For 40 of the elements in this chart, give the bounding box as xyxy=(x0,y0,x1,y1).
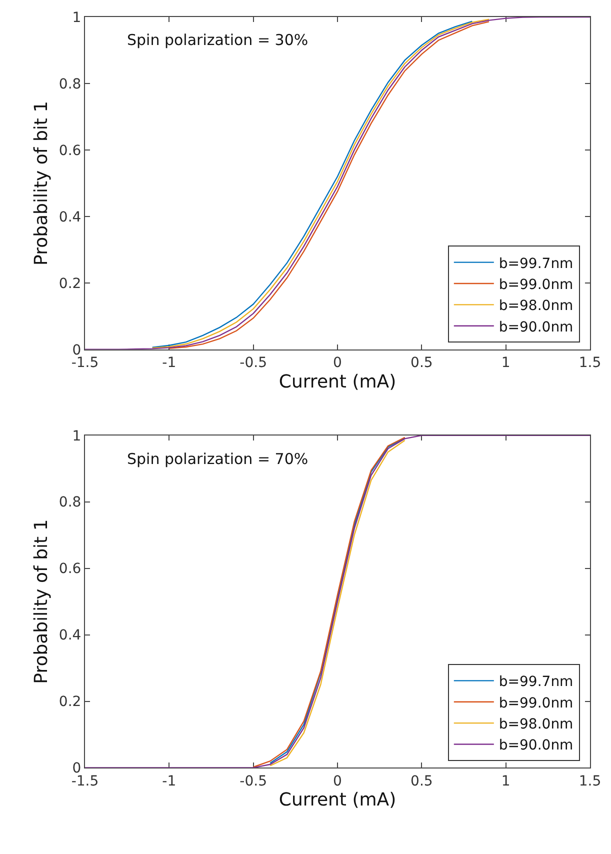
x-tick-label: 1 xyxy=(501,355,510,372)
y-tick-label: 0.8 xyxy=(58,494,82,511)
line-series xyxy=(85,435,590,768)
x-tick-label: 1 xyxy=(501,774,510,790)
y-tick-label: 0.2 xyxy=(58,694,82,710)
legend-label: b=90.0nm xyxy=(498,738,574,754)
x-tick-label: 0.5 xyxy=(410,355,433,372)
annotation: Spin polarization = 70% xyxy=(127,450,308,468)
y-tick-label: 0.4 xyxy=(58,628,82,644)
x-axis-title: Current (mA) xyxy=(278,790,396,811)
y-tick-label: 0.6 xyxy=(58,561,82,578)
x-tick-label: -1.5 xyxy=(71,355,99,372)
line-series xyxy=(85,17,590,350)
legend-label: b=99.0nm xyxy=(498,276,574,293)
annotation: Spin polarization = 30% xyxy=(127,31,308,49)
legend-label: b=99.7nm xyxy=(498,674,574,690)
x-tick-label: -0.5 xyxy=(240,774,267,790)
legend-label: b=90.0nm xyxy=(498,319,574,336)
x-tick-label: 0 xyxy=(333,774,342,790)
y-tick-label: 0.4 xyxy=(58,209,82,226)
x-tick-label: 1.5 xyxy=(578,774,602,790)
y-axis-title: Probability of bit 1 xyxy=(31,100,52,266)
legend-label: b=99.0nm xyxy=(498,695,574,712)
legend-label: b=99.7nm xyxy=(498,256,574,272)
x-tick-label: -1 xyxy=(162,355,176,372)
y-tick-label: 0.2 xyxy=(58,276,82,292)
legend-label: b=98.0nm xyxy=(498,298,574,314)
x-tick-label: -1.5 xyxy=(71,774,99,790)
x-tick-label: -0.5 xyxy=(240,355,267,372)
x-tick-label: 0 xyxy=(333,355,342,372)
x-tick-label: 1.5 xyxy=(578,355,602,372)
x-tick-label: -1 xyxy=(162,774,176,790)
y-tick-label: 1 xyxy=(72,428,82,444)
x-axis-title: Current (mA) xyxy=(278,371,396,392)
y-axis-title: Probability of bit 1 xyxy=(31,519,52,684)
x-tick-label: 0.5 xyxy=(410,774,433,790)
y-tick-label: 0.6 xyxy=(58,142,82,159)
y-tick-label: 0.8 xyxy=(58,76,82,92)
legend-label: b=98.0nm xyxy=(498,716,574,733)
y-tick-label: 1 xyxy=(72,10,82,26)
